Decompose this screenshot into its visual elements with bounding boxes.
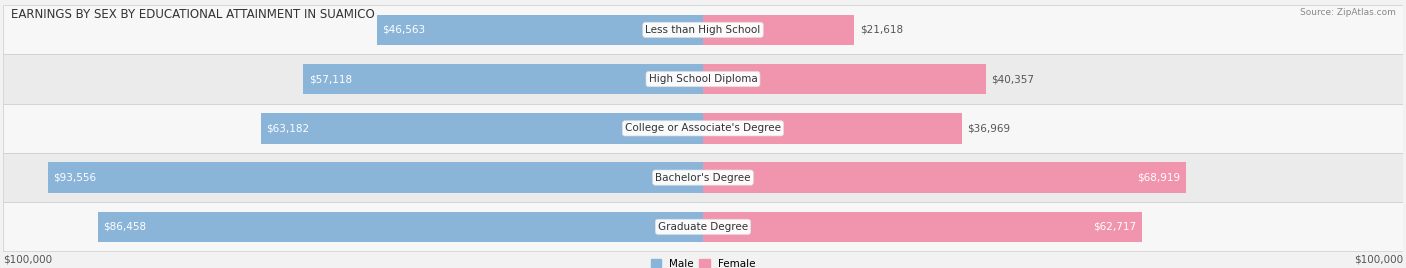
Bar bbox=[377, 14, 703, 45]
Text: Graduate Degree: Graduate Degree bbox=[658, 222, 748, 232]
Bar bbox=[3, 104, 1403, 153]
Text: $63,182: $63,182 bbox=[266, 123, 309, 133]
Text: $86,458: $86,458 bbox=[103, 222, 146, 232]
Text: Bachelor's Degree: Bachelor's Degree bbox=[655, 173, 751, 183]
Bar bbox=[97, 211, 703, 242]
Bar bbox=[703, 14, 855, 45]
Legend: Male, Female: Male, Female bbox=[651, 259, 755, 268]
Text: $100,000: $100,000 bbox=[1354, 254, 1403, 265]
Text: Less than High School: Less than High School bbox=[645, 25, 761, 35]
Bar bbox=[3, 54, 1403, 104]
Text: College or Associate's Degree: College or Associate's Degree bbox=[626, 123, 780, 133]
Bar bbox=[304, 64, 703, 94]
Bar bbox=[3, 5, 1403, 54]
Bar bbox=[260, 113, 703, 144]
Bar bbox=[3, 153, 1403, 202]
Text: EARNINGS BY SEX BY EDUCATIONAL ATTAINMENT IN SUAMICO: EARNINGS BY SEX BY EDUCATIONAL ATTAINMEN… bbox=[11, 8, 375, 21]
Bar bbox=[703, 162, 1185, 193]
Text: $62,717: $62,717 bbox=[1094, 222, 1136, 232]
Text: $93,556: $93,556 bbox=[53, 173, 97, 183]
Text: $21,618: $21,618 bbox=[860, 25, 903, 35]
Bar bbox=[703, 113, 962, 144]
Text: $68,919: $68,919 bbox=[1137, 173, 1180, 183]
Text: $57,118: $57,118 bbox=[309, 74, 352, 84]
Bar bbox=[703, 211, 1142, 242]
Text: $40,357: $40,357 bbox=[991, 74, 1035, 84]
Text: High School Diploma: High School Diploma bbox=[648, 74, 758, 84]
Text: Source: ZipAtlas.com: Source: ZipAtlas.com bbox=[1301, 8, 1396, 17]
Bar bbox=[703, 64, 986, 94]
Text: $46,563: $46,563 bbox=[382, 25, 426, 35]
Text: $100,000: $100,000 bbox=[3, 254, 52, 265]
Bar bbox=[3, 202, 1403, 251]
Bar bbox=[48, 162, 703, 193]
Text: $36,969: $36,969 bbox=[967, 123, 1011, 133]
